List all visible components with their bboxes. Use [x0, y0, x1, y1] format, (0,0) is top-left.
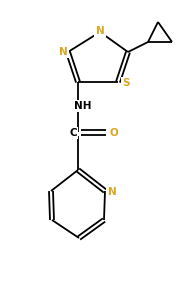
- Text: N: N: [59, 47, 67, 57]
- Text: N: N: [108, 187, 116, 197]
- Text: NH: NH: [74, 101, 92, 111]
- Text: O: O: [110, 128, 118, 138]
- Text: S: S: [122, 78, 130, 88]
- Text: N: N: [96, 26, 104, 36]
- Text: C: C: [69, 128, 77, 138]
